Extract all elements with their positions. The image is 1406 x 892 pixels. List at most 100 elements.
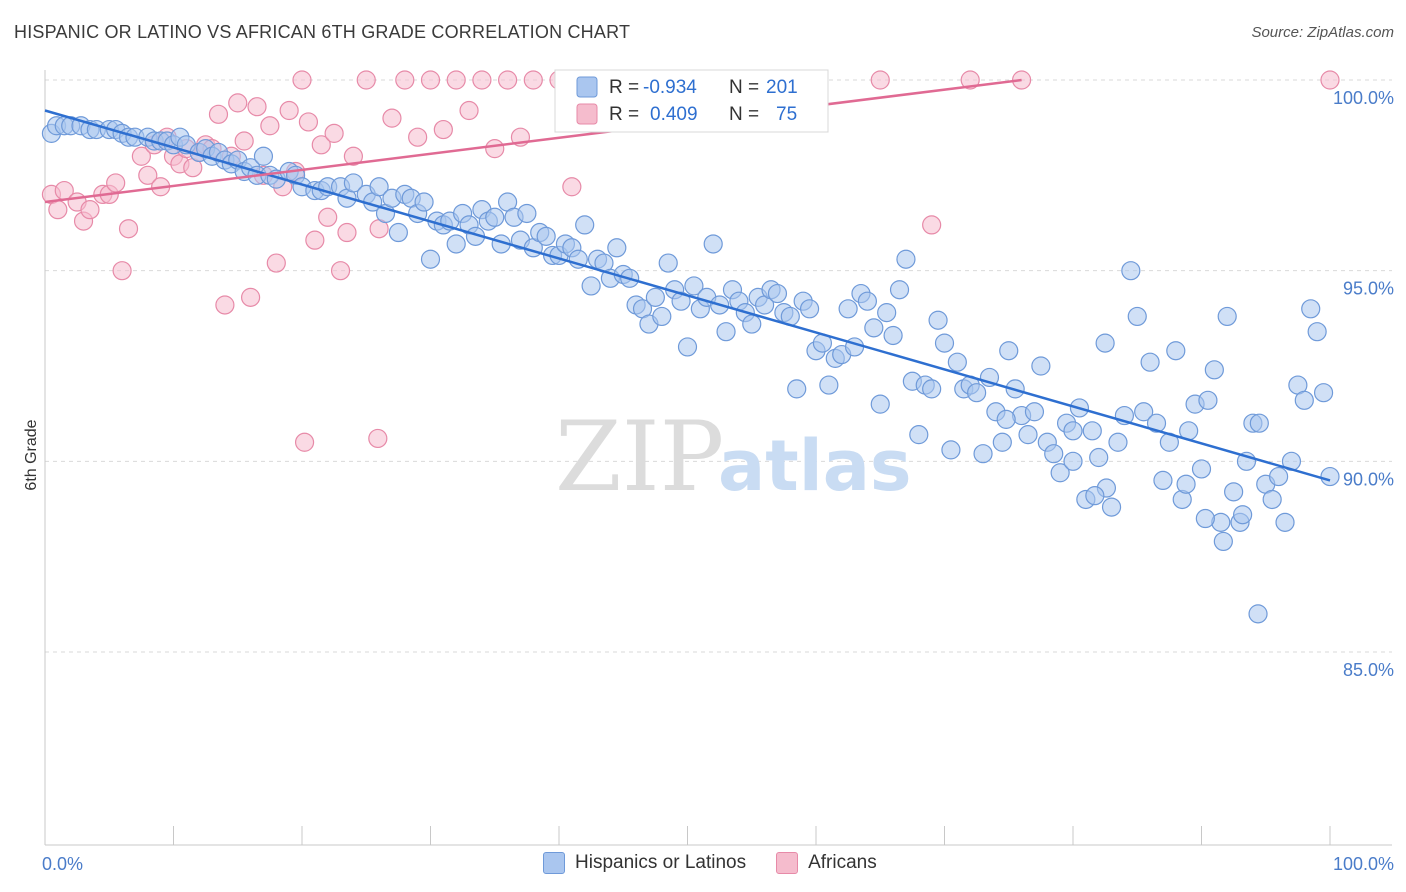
point-african xyxy=(106,173,126,193)
x-tick-label-end: 100.0% xyxy=(1333,854,1394,874)
legend-bottom-swatch-africans xyxy=(776,852,799,874)
y-tick-label: 95.0% xyxy=(1343,279,1394,299)
point-hispanic xyxy=(253,146,274,166)
point-hispanic xyxy=(870,394,890,414)
watermark-atlas: atlas xyxy=(718,425,912,507)
point-hispanic xyxy=(575,215,595,235)
point-african xyxy=(523,70,543,90)
point-african xyxy=(48,200,68,220)
point-hispanic xyxy=(420,249,441,269)
point-african xyxy=(208,104,229,124)
legend-r-value-2: 0.409 xyxy=(650,104,698,125)
legend-bottom-label-hispanics: Hispanics or Latinos xyxy=(575,852,747,873)
watermark-zip: ZIP xyxy=(555,401,724,513)
point-hispanic xyxy=(645,287,665,307)
trend-line-africans xyxy=(44,78,1022,204)
point-hispanic xyxy=(819,375,839,395)
point-african xyxy=(234,131,254,151)
y-tick-label: 100.0% xyxy=(1333,88,1394,108)
point-african xyxy=(292,70,312,90)
point-hispanic xyxy=(1275,512,1295,532)
point-african xyxy=(311,135,331,155)
legend-swatch-africans xyxy=(576,103,598,125)
point-hispanic xyxy=(1307,322,1327,342)
point-hispanic xyxy=(684,276,704,296)
point-african xyxy=(498,70,518,90)
point-hispanic xyxy=(1134,402,1154,422)
point-hispanic xyxy=(1191,459,1212,479)
point-hispanic xyxy=(1153,470,1173,490)
point-african xyxy=(433,119,453,140)
point-hispanic xyxy=(922,379,942,399)
point-african xyxy=(298,112,319,132)
point-african xyxy=(305,230,325,250)
point-hispanic xyxy=(742,314,762,334)
point-hispanic xyxy=(1268,466,1289,487)
point-hispanic xyxy=(909,425,929,445)
point-african xyxy=(80,200,100,220)
point-hispanic xyxy=(414,192,434,212)
legend-bottom: Hispanics or Latinos Africans xyxy=(543,852,907,874)
point-hispanic xyxy=(947,352,967,372)
point-african xyxy=(343,146,363,166)
point-hispanic xyxy=(1031,356,1051,376)
point-african xyxy=(337,222,357,243)
point-african xyxy=(960,70,980,90)
point-hispanic xyxy=(999,341,1019,361)
point-hispanic xyxy=(787,379,807,399)
point-hispanic xyxy=(677,337,698,357)
point-african xyxy=(382,108,402,128)
point-hispanic xyxy=(1249,413,1269,433)
y-tick-label: 85.0% xyxy=(1343,660,1394,680)
point-african xyxy=(368,428,388,449)
trend-lines xyxy=(44,78,1331,482)
point-african xyxy=(330,261,351,281)
point-hispanic xyxy=(607,238,627,258)
point-african xyxy=(870,70,890,90)
chart-title: HISPANIC OR LATINO VS AFRICAN 6TH GRADE … xyxy=(14,22,631,42)
x-tick-label-start: 0.0% xyxy=(42,854,83,874)
watermark: ZIP atlas xyxy=(555,401,912,513)
point-hispanic xyxy=(973,444,993,464)
point-hispanic xyxy=(1294,390,1314,410)
point-hispanic xyxy=(838,299,858,319)
point-african xyxy=(215,295,235,315)
legend-n-label-2: N = xyxy=(729,104,759,125)
legend-n-label-1: N = xyxy=(729,77,759,98)
tick-labels: 100.0% 95.0% 90.0% 85.0% 0.0% 100.0% xyxy=(42,88,1394,874)
point-hispanic xyxy=(877,303,897,323)
point-hispanic xyxy=(1140,352,1160,372)
point-hispanic xyxy=(1176,474,1196,494)
point-hispanic xyxy=(446,234,466,254)
point-african xyxy=(228,93,248,113)
point-hispanic xyxy=(1166,341,1186,361)
point-hispanic xyxy=(1085,486,1105,506)
point-african xyxy=(138,165,158,185)
point-hispanic xyxy=(1044,444,1064,464)
point-hispanic xyxy=(1063,421,1083,441)
point-hispanic xyxy=(992,432,1012,452)
point-african xyxy=(485,139,505,159)
point-hispanic xyxy=(369,177,389,197)
point-hispanic xyxy=(1018,425,1038,445)
point-hispanic xyxy=(1224,482,1244,502)
point-hispanic xyxy=(928,310,948,330)
point-hispanic xyxy=(1082,421,1102,441)
point-hispanic xyxy=(1301,299,1321,319)
point-hispanic xyxy=(1024,402,1045,422)
point-hispanic xyxy=(1127,306,1147,327)
point-african xyxy=(247,97,267,117)
point-hispanic xyxy=(1095,333,1115,353)
point-african xyxy=(241,287,261,307)
legend-r-label-2: R = xyxy=(609,104,639,125)
legend-swatch-hispanics xyxy=(576,76,598,98)
point-hispanic xyxy=(1195,508,1215,529)
point-hispanic xyxy=(581,276,601,296)
point-hispanic xyxy=(857,291,878,311)
axes xyxy=(44,70,1392,846)
point-hispanic xyxy=(1050,463,1070,483)
point-hispanic xyxy=(1248,604,1268,624)
point-hispanic xyxy=(1262,489,1282,510)
point-hispanic xyxy=(343,173,363,193)
legend-r-label-1: R = xyxy=(609,77,639,98)
